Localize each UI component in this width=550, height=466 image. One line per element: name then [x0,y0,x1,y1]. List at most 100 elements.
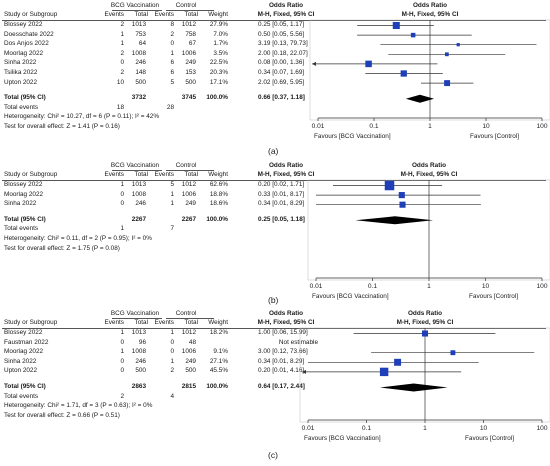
total-treatment: 1013 [131,21,146,28]
total-control: 1006 [181,49,196,57]
total-c-header: Total [184,11,199,18]
total-control: 249 [185,59,196,67]
events-control: 2 [170,30,174,38]
events-control: 1 [170,357,174,365]
study-name: Moorlag 2022 [4,49,44,57]
events-control: 6 [170,69,174,76]
or-column-title: Odds Ratio [268,2,304,9]
study-name: Doesschate 2022 [4,30,54,38]
or-column-subtitle: M-H, Fixed, 95% CI [257,11,315,18]
study-point-estimate [444,80,451,87]
events-treatment: 1 [120,30,124,38]
x-axis-tick-label: 10 [480,425,488,432]
total-control: 249 [185,357,196,365]
total-treatment: 753 [135,30,146,38]
events-control: 1 [170,200,174,208]
total-treatment: 500 [135,367,146,375]
x-axis-tick-label: 1 [423,425,427,432]
total-treatment: 64 [138,40,146,48]
favours-left-label: Favours [BCG Vaccination] [314,133,391,140]
control-header-underline [166,170,214,171]
treatment-group-header: BCG Vaccination [110,2,160,9]
events-control: 5 [170,78,174,86]
x-axis-tick-label: 0.01 [302,425,315,432]
favours-right-label: Favours [Control] [469,293,518,300]
x-axis-tick-label: 0.01 [310,283,323,290]
total-control: 1006 [181,190,196,198]
study-odds-ratio-ci: 2.00 [0.18, 22.07] [258,49,308,57]
study-point-estimate [450,350,456,356]
x-axis-tick-label: 0.1 [369,123,378,130]
total-control: 500 [185,78,196,86]
events-t-header: Events [104,11,124,18]
total-control: 48 [188,338,196,346]
pooled-odds-ratio-ci: 0.64 [0.17, 2.44] [258,383,305,390]
study-odds-ratio-ci: 1.00 [0.06, 15.99] [258,329,308,336]
forest-plot-panel-c: BCG Vaccination Control Odds Ratio Odds Rat… [0,308,550,460]
x-axis-tick-label: 0.1 [368,283,377,290]
study-column-header: Study or Subgroup [4,171,58,178]
control-header-underline [166,10,214,11]
total-t-header: Total [134,319,149,326]
x-axis-tick-label: 100 [536,123,547,130]
events-treatment: 2 [120,49,124,57]
events-treatment: 0 [120,367,124,375]
total-events-treatment: 2 [120,392,124,400]
study-point-estimate [392,21,400,30]
events-treatment: 2 [120,21,124,28]
study-name: Dos Anjos 2022 [4,40,49,48]
events-treatment: 1 [120,40,124,48]
panel-caption: (b) [268,295,279,305]
events-treatment: 0 [120,338,124,346]
total-treatment: 246 [135,200,146,208]
plot-title: Odds Ratio [411,162,447,169]
total-treatment-sum: 2267 [131,215,146,223]
plot-title: Odds Ratio [407,310,443,317]
favours-right-label: Favours [Control] [465,435,514,442]
study-weight: 20.3% [209,69,228,76]
study-point-estimate [394,358,402,366]
study-odds-ratio-ci: 3.00 [0.12, 73.66] [258,348,308,356]
study-weight: 17.1% [209,78,228,86]
overall-effect-text: Test for overall effect: Z = 1.75 (P = 0… [4,244,120,252]
plot-subtitle: M-H, Fixed, 95% CI [401,11,459,18]
study-odds-ratio-ci: 2.02 [0.69, 5.95] [258,78,305,86]
study-odds-ratio-ci: 0.25 [0.05, 1.17] [258,21,305,28]
control-header-underline [166,318,214,319]
x-axis-tick-label: 100 [536,283,547,290]
study-point-estimate [398,192,405,199]
total-t-header: Total [134,171,149,178]
study-point-estimate [399,201,406,208]
events-c-header: Events [154,171,174,178]
events-control: 5 [170,181,174,188]
study-name: Upton 2022 [4,78,38,86]
total-events-control: 4 [170,392,174,400]
study-weight: 22.5% [209,59,228,67]
total-events-control: 7 [170,225,174,233]
total-treatment: 148 [135,69,146,76]
forest-plot-svg: 0.01 0.1 1 10 100 Favours [BCG Vaccination] Fa… [299,327,550,442]
total-treatment-sum: 3732 [131,94,146,102]
total-events-label: Total events [4,225,39,233]
total-control-sum: 2267 [181,215,196,223]
ci-arrow-left [312,61,316,66]
total-treatment-sum: 2863 [131,383,146,390]
favours-right-label: Favours [Control] [470,133,519,140]
events-treatment: 10 [116,78,124,86]
pooled-diamond [355,216,434,225]
total-control: 758 [185,30,196,38]
total-treatment: 246 [135,59,146,67]
study-weight: 9.1% [213,348,228,356]
forest-plot-svg: 0.01 0.1 1 10 100 Favours [BCG Vaccination] Fa… [307,179,550,300]
x-axis-tick-label: 0.01 [312,123,325,130]
total-control: 500 [185,367,196,375]
events-treatment: 0 [120,59,124,67]
study-odds-ratio-ci: 0.34 [0.07, 1.69] [258,69,305,76]
study-weight: 7.0% [213,30,228,38]
total-weight: 100.0% [206,94,228,102]
forest-plot-svg: 0.01 0.1 1 10 100 Favours [BCG Vaccination] Fa… [309,19,550,140]
control-group-header: Control [175,2,197,9]
total-events-label: Total events [4,103,39,111]
total-control: 1012 [181,329,196,336]
events-control: 2 [170,367,174,375]
